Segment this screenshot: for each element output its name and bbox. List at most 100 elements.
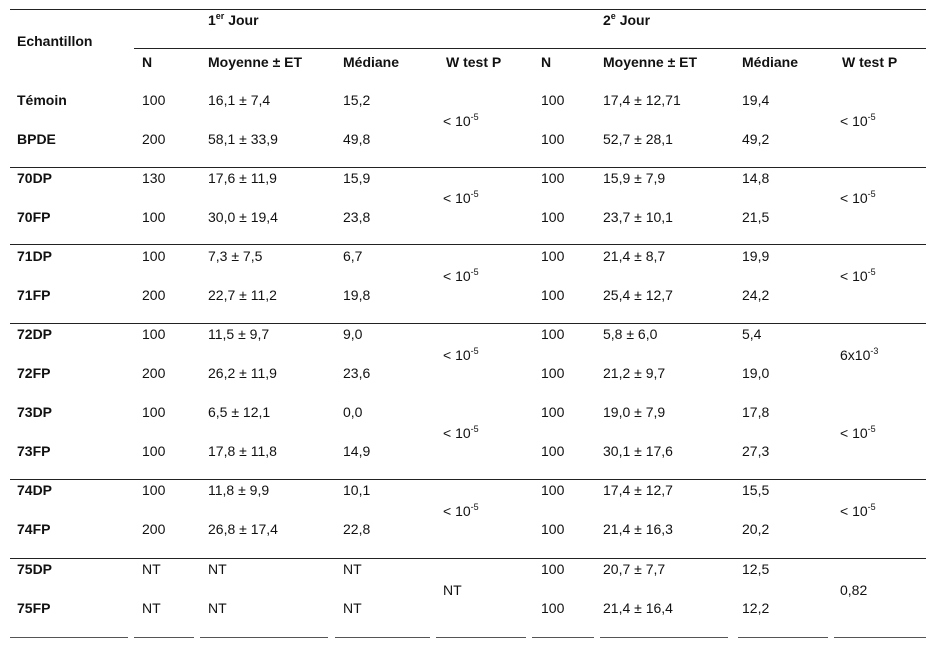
table-cell: 100: [541, 443, 565, 459]
dashed-divider: [335, 637, 430, 638]
table-cell: 100: [541, 326, 565, 342]
table-cell: 14,9: [343, 443, 371, 459]
row-label: 73FP: [17, 443, 51, 459]
row-label: 73DP: [17, 404, 53, 420]
wtest-value: NT: [443, 582, 462, 598]
table-cell: 26,2 ± 11,9: [208, 365, 277, 381]
row-label: 72FP: [17, 365, 51, 381]
table-cell: 23,8: [343, 209, 371, 225]
wtest-value: < 10-5: [443, 346, 479, 364]
table-cell: 10,1: [343, 482, 371, 498]
table-cell: 58,1 ± 33,9: [208, 131, 278, 147]
dashed-divider: [600, 637, 728, 638]
table-cell: 100: [541, 92, 565, 108]
row-label: 75DP: [17, 561, 53, 577]
table-cell: 100: [541, 131, 565, 147]
table-cell: 100: [142, 209, 166, 225]
col-mean-day2: Moyenne ± ET: [603, 54, 698, 70]
wtest-value: < 10-5: [443, 112, 479, 130]
wtest-value: < 10-5: [840, 424, 876, 442]
table-cell: 19,8: [343, 287, 371, 303]
table-cell: 21,4 ± 16,4: [603, 600, 673, 616]
table-cell: 25,4 ± 12,7: [603, 287, 673, 303]
table-cell: 15,9 ± 7,9: [603, 170, 666, 186]
dashed-divider: [200, 637, 328, 638]
table-cell: 100: [142, 404, 166, 420]
row-label: BPDE: [17, 131, 56, 147]
col-n-day1: N: [142, 54, 153, 70]
header-day2: 2e Jour: [603, 11, 651, 29]
row-label: 71FP: [17, 287, 51, 303]
table-cell: 20,2: [742, 521, 770, 537]
row-divider: [134, 48, 926, 49]
dashed-divider: [834, 637, 926, 638]
table-cell: 17,8 ± 11,8: [208, 443, 277, 459]
header-day1: 1er Jour: [208, 11, 259, 29]
table-cell: 17,4 ± 12,71: [603, 92, 681, 108]
table-cell: NT: [142, 600, 161, 616]
table-cell: 7,3 ± 7,5: [208, 248, 263, 264]
table-cell: NT: [343, 561, 362, 577]
table-cell: 11,5 ± 9,7: [208, 326, 270, 342]
table-cell: 12,2: [742, 600, 770, 616]
wtest-value: 0,82: [840, 582, 868, 598]
table-cell: 100: [541, 287, 565, 303]
table-cell: 200: [142, 287, 166, 303]
table-cell: 21,4 ± 8,7: [603, 248, 666, 264]
table-cell: 200: [142, 365, 166, 381]
wtest-value: < 10-5: [443, 189, 479, 207]
dashed-divider: [436, 637, 526, 638]
table-cell: NT: [343, 600, 362, 616]
wtest-value: < 10-5: [443, 267, 479, 285]
col-median-day1: Médiane: [343, 54, 400, 70]
table-cell: 20,7 ± 7,7: [603, 561, 666, 577]
table-cell: NT: [142, 561, 161, 577]
table-cell: 49,2: [742, 131, 770, 147]
table-cell: 100: [541, 600, 565, 616]
col-median-day2: Médiane: [742, 54, 799, 70]
col-n-day2: N: [541, 54, 552, 70]
table-cell: 11,8 ± 9,9: [208, 482, 270, 498]
table-cell: 100: [541, 482, 565, 498]
table-cell: 49,8: [343, 131, 371, 147]
table-cell: 100: [541, 365, 565, 381]
dashed-divider: [10, 637, 128, 638]
table-cell: 200: [142, 521, 166, 537]
row-divider: [10, 558, 926, 559]
col-mean-day1: Moyenne ± ET: [208, 54, 303, 70]
table-cell: 100: [142, 92, 166, 108]
table-cell: 17,8: [742, 404, 770, 420]
table-cell: 21,2 ± 9,7: [603, 365, 666, 381]
wtest-value: < 10-5: [840, 267, 876, 285]
row-label: 72DP: [17, 326, 53, 342]
table-cell: 100: [142, 482, 166, 498]
table-cell: 100: [541, 561, 565, 577]
header-echantillon: Echantillon: [17, 33, 93, 49]
table-cell: NT: [208, 561, 227, 577]
row-label: 71DP: [17, 248, 53, 264]
table-cell: 26,8 ± 17,4: [208, 521, 278, 537]
table-cell: 15,9: [343, 170, 371, 186]
wtest-value: < 10-5: [443, 424, 479, 442]
table-cell: 19,9: [742, 248, 770, 264]
row-label: 74DP: [17, 482, 53, 498]
table-cell: 19,0 ± 7,9: [603, 404, 666, 420]
table-cell: 27,3: [742, 443, 770, 459]
row-label: 70DP: [17, 170, 53, 186]
table-cell: 23,7 ± 10,1: [603, 209, 673, 225]
table-cell: 5,8 ± 6,0: [603, 326, 658, 342]
table-cell: 100: [541, 248, 565, 264]
table-cell: 12,5: [742, 561, 770, 577]
table-cell: 52,7 ± 28,1: [603, 131, 673, 147]
table-cell: 22,8: [343, 521, 371, 537]
table-cell: 23,6: [343, 365, 371, 381]
table-cell: 15,5: [742, 482, 770, 498]
table-cell: 19,4: [742, 92, 770, 108]
row-divider: [10, 9, 926, 10]
col-wtest-day1: W test P: [446, 54, 502, 70]
table-cell: 19,0: [742, 365, 770, 381]
table-cell: 100: [541, 170, 565, 186]
row-divider: [10, 167, 926, 168]
col-wtest-day2: W test P: [842, 54, 898, 70]
